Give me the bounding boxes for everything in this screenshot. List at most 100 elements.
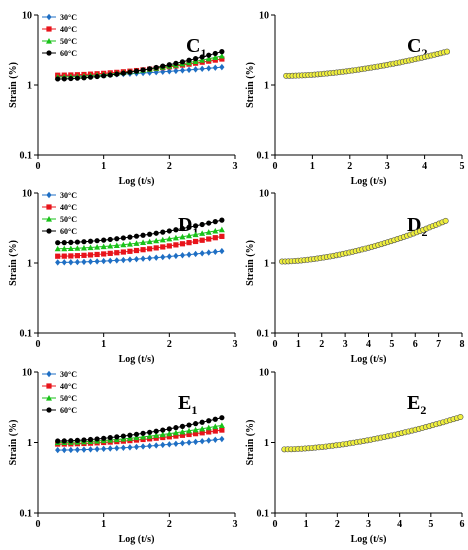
data-point bbox=[206, 65, 212, 72]
data-point bbox=[179, 252, 186, 259]
data-point bbox=[147, 246, 153, 252]
data-point bbox=[160, 63, 166, 69]
data-point bbox=[173, 227, 179, 233]
data-point bbox=[127, 432, 133, 438]
data-point bbox=[147, 429, 153, 435]
data-point bbox=[94, 73, 100, 80]
y-axis-label: Strain (%) bbox=[8, 420, 19, 466]
data-point bbox=[61, 245, 68, 252]
data-point bbox=[206, 437, 212, 444]
data-point bbox=[153, 254, 159, 261]
data-point bbox=[87, 74, 94, 80]
data-point bbox=[192, 231, 199, 238]
x-tick-label: 1 bbox=[101, 519, 106, 530]
data-point bbox=[193, 238, 199, 245]
x-axis-label: Log (t/s) bbox=[351, 534, 387, 545]
data-point bbox=[212, 248, 218, 256]
data-point bbox=[218, 422, 225, 428]
y-tick-label: 0.1 bbox=[20, 509, 33, 520]
data-point bbox=[193, 250, 199, 258]
axes: 0 1 2 3 4 5 6 7 8 0.1 1 10 bbox=[257, 189, 465, 351]
legend-item: 60°C bbox=[42, 49, 77, 58]
data-point bbox=[140, 436, 146, 443]
x-tick-label: 6 bbox=[413, 339, 418, 350]
data-point bbox=[219, 49, 225, 55]
data-point bbox=[107, 242, 114, 249]
data-point bbox=[219, 435, 225, 443]
data-point bbox=[101, 237, 107, 243]
x-tick-label: 3 bbox=[233, 161, 238, 172]
data-point bbox=[199, 57, 206, 63]
data-point bbox=[186, 251, 192, 258]
data-point bbox=[179, 432, 186, 438]
data-point bbox=[68, 259, 74, 266]
legend-item: 40°C bbox=[42, 203, 77, 212]
data-point bbox=[199, 250, 205, 257]
data-point bbox=[219, 415, 225, 421]
data-point bbox=[140, 255, 146, 262]
data-point bbox=[179, 439, 186, 447]
data-point bbox=[74, 253, 80, 259]
legend-swatch-marker bbox=[46, 216, 52, 222]
data-point bbox=[179, 241, 186, 247]
legend-swatch-marker bbox=[46, 13, 52, 21]
data-point bbox=[127, 234, 133, 240]
legend-item: 60°C bbox=[42, 406, 77, 415]
data-point bbox=[101, 73, 107, 79]
axes: 0 1 2 3 0.1 1 10 bbox=[20, 189, 238, 351]
data-point bbox=[133, 443, 140, 451]
data-point bbox=[140, 443, 146, 450]
data-point bbox=[193, 438, 199, 446]
legend-label: 60°C bbox=[60, 406, 77, 415]
data-point bbox=[81, 258, 87, 266]
x-tick-label: 3 bbox=[343, 339, 348, 350]
x-tick-label: 1 bbox=[296, 339, 301, 350]
legend-label: 50°C bbox=[60, 215, 77, 224]
data-point bbox=[218, 226, 225, 233]
y-axis-label: Strain (%) bbox=[245, 240, 256, 286]
panel-title: E2 bbox=[407, 392, 426, 417]
data-point bbox=[206, 429, 212, 435]
data-point bbox=[206, 220, 212, 226]
data-point bbox=[193, 56, 199, 62]
data-point bbox=[55, 253, 61, 259]
data-point bbox=[444, 48, 451, 55]
x-tick-label: 0 bbox=[36, 161, 41, 172]
x-axis-label: Log (t/s) bbox=[119, 354, 155, 365]
y-axis-label: Strain (%) bbox=[8, 240, 19, 286]
legend-label: 60°C bbox=[60, 49, 77, 58]
data-point bbox=[87, 258, 94, 265]
data-point bbox=[140, 67, 146, 73]
data-point bbox=[114, 444, 120, 452]
chart-panel-E2: 0 1 2 3 4 5 6 0.1 1 10 Log (t/s) Strain (%) E2 bbox=[245, 368, 465, 546]
data-point bbox=[186, 240, 192, 246]
data-point bbox=[219, 63, 225, 71]
data-point bbox=[186, 232, 193, 239]
data-point bbox=[147, 436, 153, 442]
series-40C bbox=[55, 56, 225, 78]
data-point bbox=[114, 434, 120, 440]
data-point bbox=[166, 430, 173, 437]
data-point bbox=[94, 258, 100, 265]
data-point bbox=[179, 59, 186, 65]
data-point bbox=[68, 75, 74, 82]
data-point bbox=[166, 441, 172, 448]
x-tick-label: 3 bbox=[233, 519, 238, 530]
data-point bbox=[442, 217, 449, 224]
data-point bbox=[140, 247, 146, 253]
x-tick-label: 4 bbox=[397, 519, 402, 530]
data-point bbox=[127, 69, 133, 75]
data-point bbox=[160, 229, 166, 235]
data-point bbox=[68, 446, 74, 454]
legend-label: 30°C bbox=[60, 191, 77, 200]
data-point bbox=[140, 239, 147, 246]
data-point bbox=[153, 245, 159, 251]
series-50C bbox=[54, 226, 225, 252]
data-point bbox=[212, 57, 218, 63]
data-point bbox=[166, 426, 172, 432]
data-point bbox=[193, 431, 199, 437]
data-point bbox=[61, 76, 67, 82]
data-point bbox=[206, 236, 212, 242]
data-point bbox=[74, 446, 80, 454]
y-tick-label: 1 bbox=[264, 259, 269, 270]
